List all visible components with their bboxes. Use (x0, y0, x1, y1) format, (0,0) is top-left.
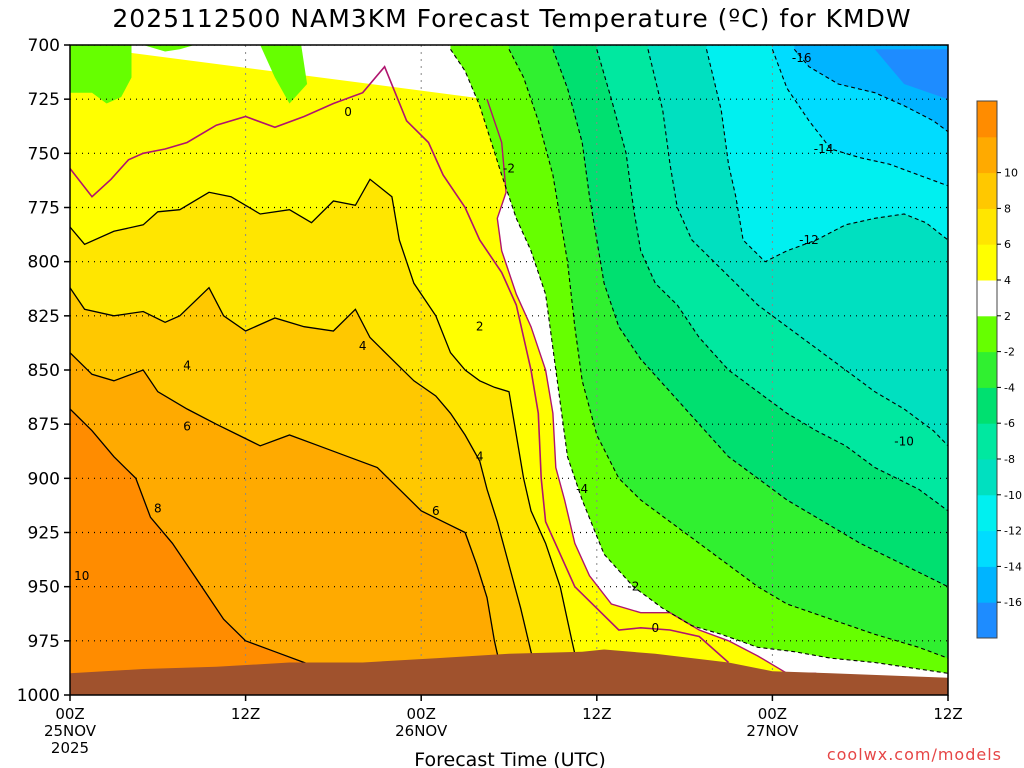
colorbar-label: 6 (1004, 238, 1011, 251)
colorbar-label: 10 (1004, 167, 1018, 180)
x-tick-label: 12Z (582, 705, 611, 723)
contour-label: -14 (814, 142, 834, 156)
contour-label: -2 (503, 162, 515, 176)
x-tick-label: 12Z (231, 705, 260, 723)
y-tick-label: 700 (28, 36, 60, 56)
contour-label: 8 (154, 502, 162, 516)
y-tick-label: 925 (28, 524, 60, 544)
colorbar-segment (977, 530, 997, 567)
contour-label: 0 (652, 621, 660, 635)
y-tick-label: 725 (28, 90, 60, 110)
isotherm--16 (793, 48, 948, 133)
colorbar-label: -2 (1004, 346, 1015, 359)
contour-label: 4 (183, 359, 191, 373)
colorbar-segment (977, 315, 997, 353)
contour-label: 4 (476, 450, 484, 464)
colorbar-segment (977, 244, 997, 281)
colorbar-segment (977, 566, 997, 603)
y-tick-label: 825 (28, 307, 60, 327)
contour-label: 6 (432, 504, 440, 518)
isotherm--6 (552, 49, 948, 588)
y-tick-label: 1000 (17, 686, 60, 706)
contour-label: 4 (359, 339, 367, 353)
isotherm--4 (508, 49, 948, 659)
colorbar-label: -6 (1004, 417, 1015, 430)
colorbar-label: -12 (1004, 525, 1022, 538)
y-tick-label: 950 (28, 578, 60, 598)
colorbar-segment (977, 387, 997, 424)
colorbar-label: -16 (1004, 596, 1022, 609)
colorbar-segment (977, 101, 997, 138)
isotherm-0 (70, 65, 730, 664)
x-year-label: 2025 (51, 739, 89, 757)
contour-label: -4 (576, 482, 588, 496)
colorbar-label: -14 (1004, 560, 1022, 573)
isotherm-6 (70, 286, 539, 678)
colorbar-segment (977, 280, 997, 317)
contour-label: -2 (627, 580, 639, 594)
terrain (70, 649, 948, 695)
temp-band-warm-10 (70, 409, 363, 695)
y-tick-label: 800 (28, 253, 60, 273)
colorbar-segment (977, 172, 997, 209)
temp-band-pocket-2 (143, 45, 195, 52)
colorbar-segment (977, 459, 997, 496)
contour-label: 10 (74, 569, 89, 583)
chart-title: 2025112500 NAM3KM Forecast Temperature (… (112, 4, 912, 33)
isotherm-8 (70, 352, 503, 674)
colorbar-segment (977, 602, 997, 639)
contour-label: 2 (476, 320, 484, 334)
isotherm--2 (450, 48, 948, 674)
y-tick-label: 875 (28, 415, 60, 435)
colorbar-label: 2 (1004, 310, 1011, 323)
temp-band-cold-min (874, 49, 948, 100)
colorbar-segment (977, 136, 997, 174)
colorbar-label: -4 (1004, 381, 1015, 394)
colorbar-label: -8 (1004, 453, 1015, 466)
colorbar-label: 4 (1004, 274, 1011, 287)
x-tick-label: 12Z (933, 705, 962, 723)
isotherm-10 (70, 408, 363, 681)
isotherm--14 (771, 49, 948, 187)
plot-area (70, 45, 948, 695)
isotherm--8 (596, 49, 948, 512)
x-tick-label: 00Z (407, 705, 436, 723)
isotherm--12 (705, 49, 948, 263)
colorbar-segment (977, 351, 997, 388)
contour-label: -16 (792, 51, 812, 65)
colorbar-segment (977, 423, 997, 460)
contour-label: -12 (799, 233, 819, 247)
temp-band-pocket-1 (70, 45, 132, 104)
colorbar-label: 8 (1004, 202, 1011, 215)
contour-label: -10 (894, 435, 914, 449)
x-tick-label: 00Z (55, 705, 84, 723)
credit-text: coolwx.com/models (826, 745, 1002, 764)
colorbar-segment (977, 208, 997, 245)
contour-label: 0 (344, 105, 352, 119)
x-date-label: 27NOV (746, 722, 799, 740)
x-axis-label: Forecast Time (UTC) (414, 749, 605, 768)
contour-label: 6 (183, 419, 191, 433)
x-date-label: 25NOV (44, 722, 97, 740)
colorbar-label: -10 (1004, 489, 1022, 502)
colorbar-frame (976, 100, 998, 639)
x-tick-label: 00Z (758, 705, 787, 723)
isotherm-4 (70, 178, 580, 674)
y-tick-label: 975 (28, 632, 60, 652)
temp-band-pocket-3 (260, 45, 308, 104)
isotherm--10 (647, 49, 948, 447)
y-tick-label: 775 (28, 199, 60, 219)
y-tick-label: 900 (28, 469, 60, 489)
isotherm-2 (486, 98, 817, 674)
y-tick-label: 850 (28, 361, 60, 381)
colorbar-segment (977, 494, 997, 532)
y-tick-label: 750 (28, 144, 60, 164)
x-date-label: 26NOV (395, 722, 448, 740)
